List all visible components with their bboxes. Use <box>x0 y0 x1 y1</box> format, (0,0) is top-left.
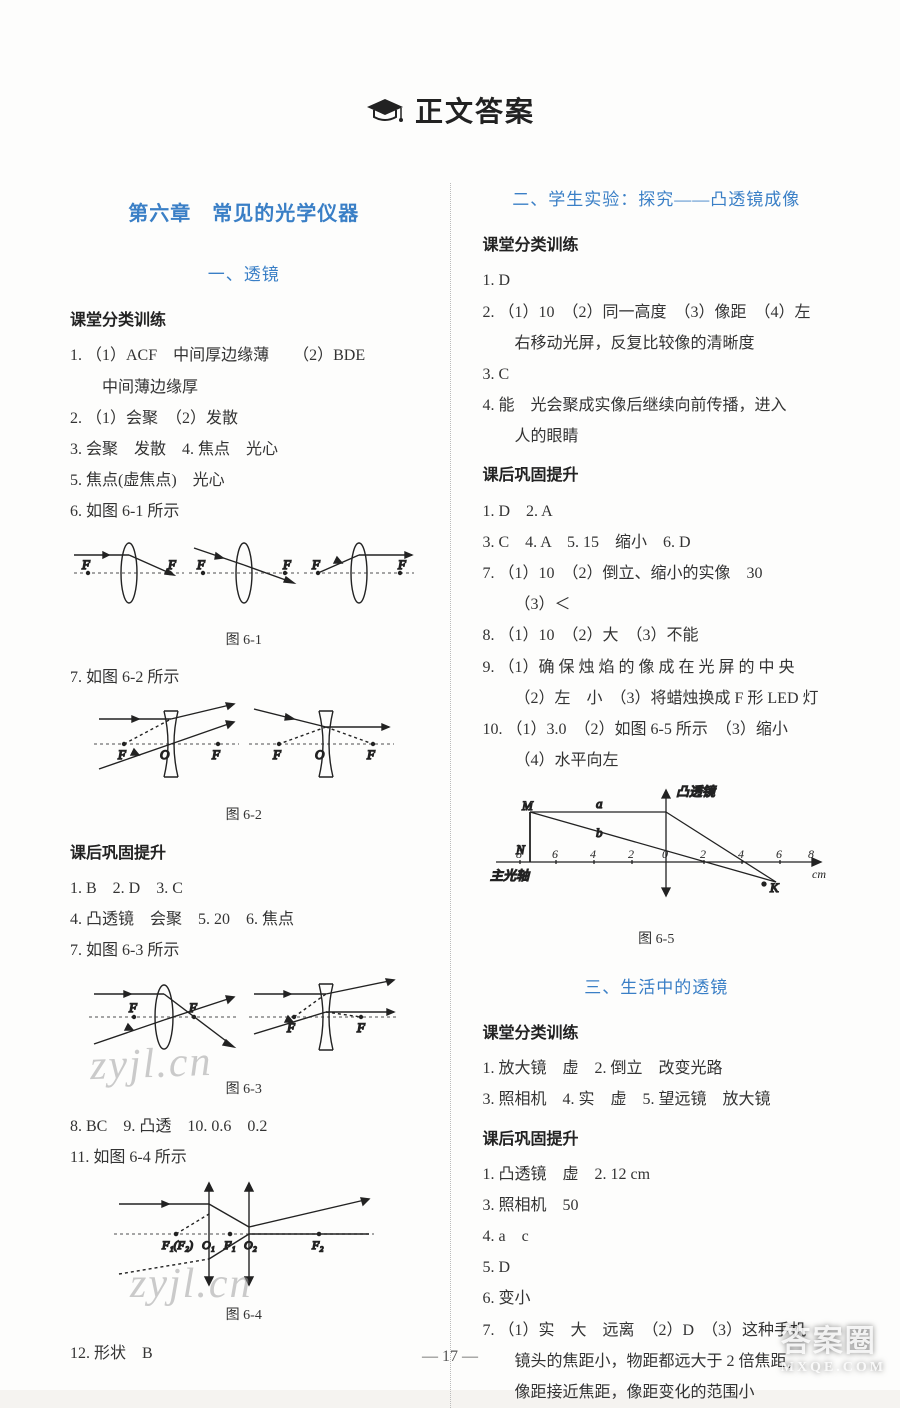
s1-p11: 11. 如图 6-4 所示 <box>70 1142 418 1173</box>
svg-text:F: F <box>81 557 91 572</box>
page-number: — 17 — <box>0 1348 900 1366</box>
svg-text:N: N <box>515 842 526 857</box>
svg-text:6: 6 <box>552 847 558 861</box>
fig61-label: 图 6-1 <box>70 627 418 654</box>
s1-q1b: 中间薄边缘厚 <box>70 372 418 403</box>
svg-text:O: O <box>315 747 325 762</box>
svg-text:6: 6 <box>776 847 782 861</box>
svg-text:a: a <box>596 796 603 811</box>
chapter-title: 第六章 常见的光学仪器 <box>70 195 418 234</box>
s1-q2: 2. （1）会聚 （2）发散 <box>70 403 418 434</box>
s1-q3-4: 3. 会聚 发散 4. 焦点 光心 <box>70 434 418 465</box>
s1-q7: 7. 如图 6-2 所示 <box>70 662 418 693</box>
s2-p1: 1. D 2. A <box>483 496 831 527</box>
sec1-sub2: 课后巩固提升 <box>70 838 418 869</box>
sec3-sub2: 课后巩固提升 <box>483 1124 831 1155</box>
figure-6-2: F O F F O F <box>70 699 418 800</box>
svg-text:主光轴: 主光轴 <box>490 868 531 883</box>
svg-text:F: F <box>196 557 206 572</box>
s1-q5: 5. 焦点(虚焦点) 光心 <box>70 465 418 496</box>
right-column: 二、学生实验：探究——凸透镜成像 课堂分类训练 1. D 2. （1）10 （2… <box>483 183 831 1408</box>
s3-p5: 5. D <box>483 1252 831 1283</box>
s3-p6: 6. 变小 <box>483 1283 831 1314</box>
svg-text:K: K <box>769 880 780 895</box>
svg-text:M: M <box>521 798 534 813</box>
s2-p8: 8. （1）10 （2）大 （3）不能 <box>483 620 831 651</box>
s3-p7c: 像距接近焦距，像距变化的范围小 <box>483 1377 831 1408</box>
page-title-text: 正文答案 <box>415 97 535 128</box>
sec2-sub1: 课堂分类训练 <box>483 230 831 261</box>
s2-q2b: 右移动光屏，反复比较像的清晰度 <box>483 328 831 359</box>
figure-6-3: F F F F <box>70 972 418 1073</box>
s3-p7a: 7. （1）实 大 远离 （2）D （3）这种手机 <box>483 1315 831 1346</box>
svg-text:2: 2 <box>700 847 706 861</box>
s2-q1: 1. D <box>483 265 831 296</box>
s1-q6: 6. 如图 6-1 所示 <box>70 496 418 527</box>
svg-text:F: F <box>366 747 376 762</box>
s2-p9b: （2）左 小 （3）将蜡烛换成 F 形 LED 灯 <box>483 683 831 714</box>
svg-text:F: F <box>356 1020 366 1035</box>
svg-text:O₁: O₁ <box>202 1238 215 1252</box>
svg-text:cm: cm <box>812 867 826 881</box>
fig62-label: 图 6-2 <box>70 802 418 829</box>
fig64-label: 图 6-4 <box>70 1302 418 1329</box>
svg-text:F₂: F₂ <box>311 1238 324 1252</box>
fig63-label: 图 6-3 <box>70 1076 418 1103</box>
page: 正文答案 第六章 常见的光学仪器 一、透镜 课堂分类训练 1. （1）ACF 中… <box>0 0 900 1390</box>
svg-text:F₁(F₂): F₁(F₂) <box>161 1238 193 1252</box>
sec2-sub2: 课后巩固提升 <box>483 460 831 491</box>
s2-p9a: 9. （1）确 保 烛 焰 的 像 成 在 光 屏 的 中 央 <box>483 652 831 683</box>
s1-p1: 1. B 2. D 3. C <box>70 873 418 904</box>
svg-text:8: 8 <box>808 847 814 861</box>
section-1-title: 一、透镜 <box>70 258 418 291</box>
section-3-title: 三、生活中的透镜 <box>483 971 831 1004</box>
svg-text:F: F <box>282 557 292 572</box>
s2-p7b: （3）＜ <box>483 589 831 620</box>
svg-text:F: F <box>397 557 407 572</box>
s2-q4a: 4. 能 光会聚成实像后继续向前传播，进入 <box>483 390 831 421</box>
s2-p3: 3. C 4. A 5. 15 缩小 6. D <box>483 527 831 558</box>
svg-text:b: b <box>596 825 603 840</box>
s3-q3: 3. 照相机 4. 实 虚 5. 望远镜 放大镜 <box>483 1084 831 1115</box>
section-2-title: 二、学生实验：探究——凸透镜成像 <box>483 183 831 216</box>
svg-text:凸透镜: 凸透镜 <box>676 784 717 799</box>
fig65-label: 图 6-5 <box>483 926 831 953</box>
svg-text:2: 2 <box>628 847 634 861</box>
s1-p8: 8. BC 9. 凸透 10. 0.6 0.2 <box>70 1111 418 1142</box>
s1-p7: 7. 如图 6-3 所示 <box>70 935 418 966</box>
s3-p1: 1. 凸透镜 虚 2. 12 cm <box>483 1159 831 1190</box>
s3-p3: 3. 照相机 50 <box>483 1190 831 1221</box>
s3-q1: 1. 放大镜 虚 2. 倒立 改变光路 <box>483 1053 831 1084</box>
s2-p10b: （4）水平向左 <box>483 745 831 776</box>
s1-p4: 4. 凸透镜 会聚 5. 20 6. 焦点 <box>70 904 418 935</box>
svg-text:4: 4 <box>590 847 596 861</box>
s2-q3: 3. C <box>483 359 831 390</box>
s2-q2a: 2. （1）10 （2）同一高度 （3）像距 （4）左 <box>483 297 831 328</box>
svg-text:0: 0 <box>662 847 668 861</box>
svg-text:F: F <box>311 557 321 572</box>
s2-p10a: 10. （1）3.0 （2）如图 6-5 所示 （3）缩小 <box>483 714 831 745</box>
svg-text:O₂: O₂ <box>244 1238 257 1252</box>
figure-6-1: F F F F <box>70 533 418 624</box>
sec1-sub1: 课堂分类训练 <box>70 305 418 336</box>
page-title: 正文答案 <box>70 90 830 133</box>
s3-p4: 4. a c <box>483 1221 831 1252</box>
svg-text:F: F <box>211 747 221 762</box>
cap-icon <box>365 97 405 133</box>
figure-6-4: F₁(F₂) O₁ F₁ O₂ F₂ <box>70 1179 418 1300</box>
s1-q1a: 1. （1）ACF 中间厚边缘薄 （2）BDE <box>70 340 418 371</box>
svg-text:F: F <box>272 747 282 762</box>
column-divider <box>450 183 451 1408</box>
s2-q4b: 人的眼睛 <box>483 421 831 452</box>
svg-text:F: F <box>128 1000 138 1015</box>
columns: 第六章 常见的光学仪器 一、透镜 课堂分类训练 1. （1）ACF 中间厚边缘薄… <box>70 183 830 1408</box>
sec3-sub1: 课堂分类训练 <box>483 1018 831 1049</box>
s2-p7a: 7. （1）10 （2）倒立、缩小的实像 30 <box>483 558 831 589</box>
left-column: 第六章 常见的光学仪器 一、透镜 课堂分类训练 1. （1）ACF 中间厚边缘薄… <box>70 183 418 1408</box>
figure-6-5: 凸透镜 主光轴 86420 2468 cm <box>483 782 831 923</box>
svg-text:O: O <box>160 747 170 762</box>
